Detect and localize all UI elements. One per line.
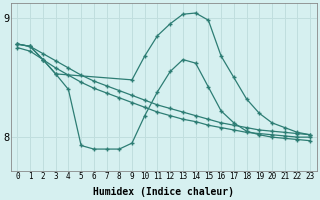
X-axis label: Humidex (Indice chaleur): Humidex (Indice chaleur) (93, 186, 234, 197)
